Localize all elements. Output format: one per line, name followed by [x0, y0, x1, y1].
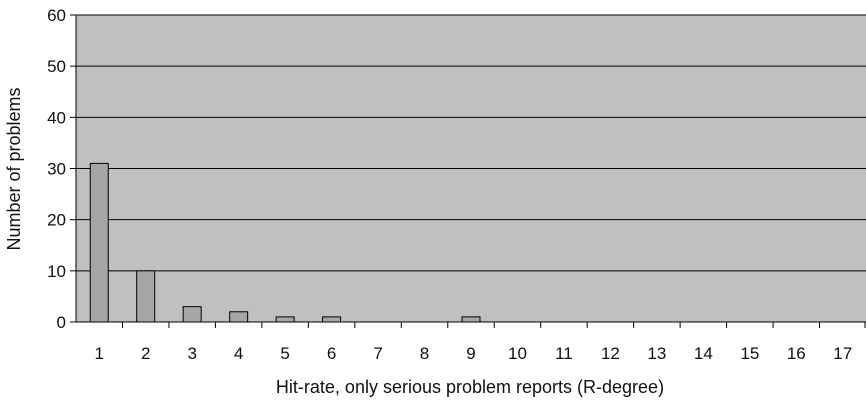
x-tick-label: 2 [141, 344, 150, 363]
x-tick-label: 16 [787, 344, 806, 363]
x-tick-label: 5 [280, 344, 289, 363]
x-tick-label: 9 [466, 344, 475, 363]
y-axis-title: Number of problems [4, 87, 24, 250]
x-tick-labels: 1 2 3 4 5 6 7 8 9 10 11 12 13 14 15 16 17 [95, 344, 853, 363]
bar [136, 270, 156, 323]
bar [89, 162, 109, 323]
x-tick-label: 17 [833, 344, 852, 363]
x-tick-label: 14 [694, 344, 713, 363]
axes [70, 14, 866, 328]
x-tick-label: 13 [647, 344, 666, 363]
x-tick-label: 8 [420, 344, 429, 363]
bar [461, 316, 481, 323]
bar [275, 316, 295, 323]
x-tick-label: 3 [187, 344, 196, 363]
bar [182, 306, 202, 323]
x-tick-label: 1 [95, 344, 104, 363]
y-tick-label: 50 [47, 57, 66, 76]
x-tick-label: 15 [740, 344, 759, 363]
y-tick-label: 10 [47, 262, 66, 281]
x-axis-title: Hit-rate, only serious problem reports (… [276, 377, 664, 397]
gridlines [76, 14, 866, 272]
y-tick-labels: 0 10 20 30 40 50 60 [47, 6, 66, 332]
y-tick-label: 20 [47, 211, 66, 230]
y-tick-label: 0 [57, 313, 66, 332]
y-tick-label: 60 [47, 6, 66, 25]
x-tick-label: 12 [601, 344, 620, 363]
x-tick-label: 4 [234, 344, 243, 363]
x-tick-label: 7 [373, 344, 382, 363]
bar [229, 311, 249, 323]
x-tick-label: 10 [508, 344, 527, 363]
bar [322, 316, 342, 323]
x-tick-label: 6 [327, 344, 336, 363]
y-tick-label: 30 [47, 160, 66, 179]
y-tick-label: 40 [47, 108, 66, 127]
x-tick-label: 11 [555, 344, 573, 363]
